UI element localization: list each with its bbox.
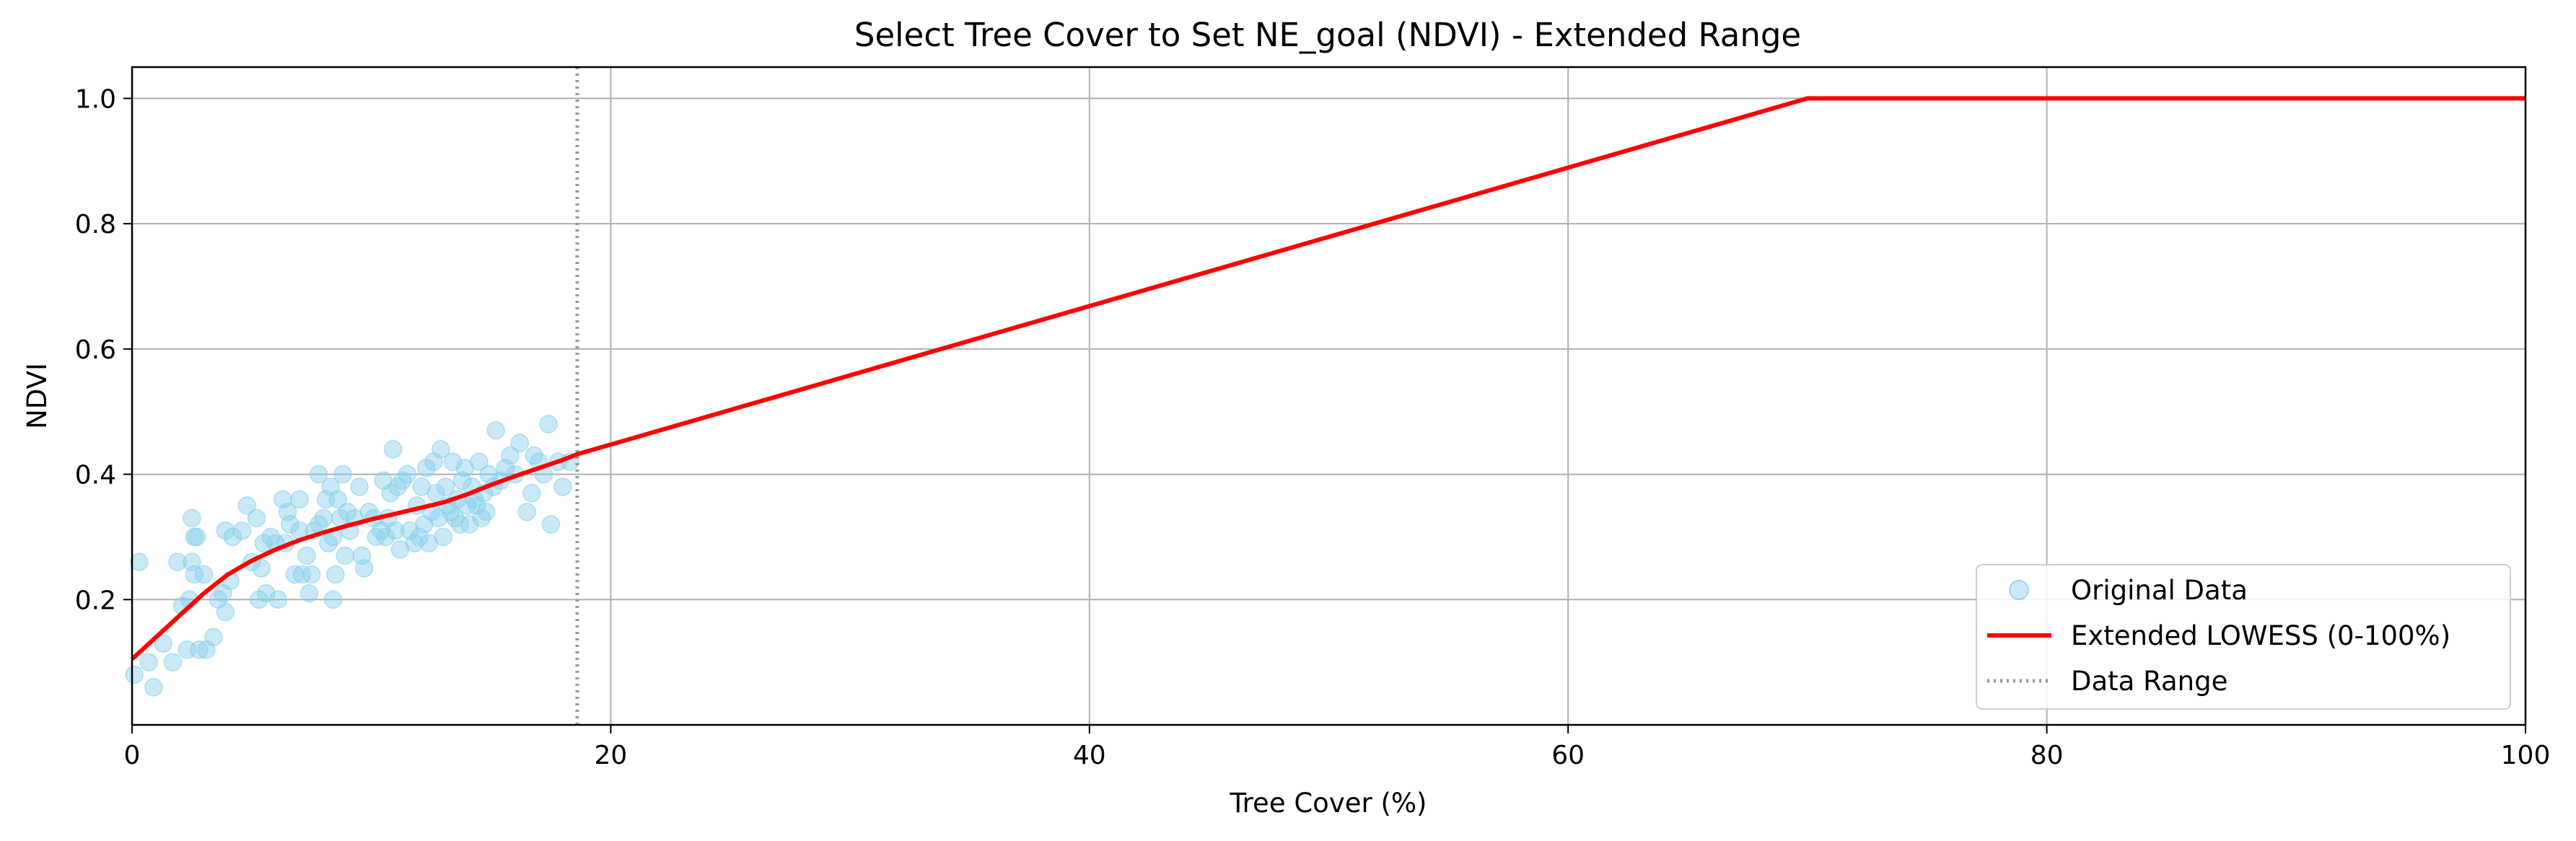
data-point xyxy=(431,440,450,459)
data-point xyxy=(501,446,520,465)
data-point xyxy=(443,452,463,471)
lowess-line xyxy=(130,96,2525,661)
x-tick-label: 100 xyxy=(2501,741,2551,770)
data-point xyxy=(268,590,288,609)
data-point xyxy=(367,527,386,547)
x-tick-label: 40 xyxy=(1073,741,1106,770)
y-tick-label: 1.0 xyxy=(75,84,116,114)
data-point xyxy=(216,602,235,622)
data-point xyxy=(314,508,333,528)
data-point xyxy=(309,464,328,484)
data-point xyxy=(216,521,235,540)
legend: Original Data Extended LOWESS (0-100%) D… xyxy=(1976,564,2511,710)
data-point xyxy=(223,527,242,547)
data-point xyxy=(553,477,572,496)
chart-title: Select Tree Cover to Set NE_goal (NDVI) … xyxy=(854,16,1801,54)
data-point xyxy=(417,459,436,477)
data-point xyxy=(247,508,266,528)
data-point xyxy=(525,446,544,465)
data-point xyxy=(388,477,407,496)
data-point xyxy=(470,452,489,471)
legend-label-original-data: Original Data xyxy=(2071,575,2248,606)
data-point xyxy=(333,464,352,484)
x-tick-label: 20 xyxy=(594,741,627,770)
legend-label-lowess: Extended LOWESS (0-100%) xyxy=(2071,620,2450,651)
data-point xyxy=(426,483,446,503)
data-point xyxy=(434,527,452,547)
data-point xyxy=(354,559,374,578)
data-point xyxy=(386,521,405,540)
data-point xyxy=(522,483,541,503)
data-point xyxy=(168,552,187,571)
data-point xyxy=(393,471,412,490)
data-point xyxy=(237,496,256,515)
data-point xyxy=(328,490,348,509)
data-point xyxy=(144,678,163,697)
data-point xyxy=(429,508,448,528)
data-point xyxy=(319,534,338,552)
y-tick-label: 0.2 xyxy=(75,586,116,615)
y-axis-label: NDVI xyxy=(22,363,53,429)
data-point xyxy=(460,515,479,534)
data-point xyxy=(338,502,357,521)
y-tick-label: 0.4 xyxy=(75,461,116,490)
x-tick-label: 0 xyxy=(124,741,141,770)
y-axis-ticks: 0.2 0.4 0.6 0.8 1.0 xyxy=(75,84,132,615)
data-point xyxy=(130,552,149,571)
data-point xyxy=(194,565,214,584)
data-point xyxy=(486,421,505,440)
data-point xyxy=(252,559,271,578)
data-point xyxy=(381,483,400,503)
data-point xyxy=(517,502,537,521)
x-axis-ticks: 0 20 40 60 80 100 xyxy=(124,725,2551,770)
data-point xyxy=(539,415,558,433)
data-point xyxy=(376,527,395,547)
data-point xyxy=(450,515,470,534)
data-point xyxy=(154,634,172,653)
legend-box xyxy=(1976,564,2511,710)
data-point xyxy=(472,508,491,528)
data-point xyxy=(405,534,424,552)
y-tick-label: 0.8 xyxy=(75,210,116,239)
data-point xyxy=(204,628,223,647)
axes-frame xyxy=(131,66,2527,726)
data-point xyxy=(285,565,305,584)
data-point xyxy=(323,590,343,609)
data-point xyxy=(281,515,299,534)
data-point xyxy=(139,653,158,672)
data-point xyxy=(350,477,369,496)
data-point xyxy=(326,565,345,584)
plot-area xyxy=(125,67,2525,725)
data-point xyxy=(190,640,209,659)
x-tick-label: 80 xyxy=(2030,741,2064,770)
data-point xyxy=(183,508,201,528)
data-point xyxy=(187,527,206,547)
data-point xyxy=(436,477,455,496)
data-point xyxy=(297,546,316,565)
data-point xyxy=(541,515,561,534)
x-axis-label: Tree Cover (%) xyxy=(1230,788,1427,819)
data-point xyxy=(257,584,276,603)
data-point xyxy=(398,464,417,484)
legend-marker-original-data xyxy=(2009,580,2029,600)
data-point xyxy=(232,521,252,540)
data-point xyxy=(299,584,319,603)
data-point xyxy=(477,502,496,521)
data-point xyxy=(163,653,183,672)
data-point xyxy=(510,433,530,452)
data-point xyxy=(292,565,312,584)
data-point xyxy=(457,496,477,515)
data-point xyxy=(336,546,354,565)
y-tick-label: 0.6 xyxy=(75,335,116,365)
data-point xyxy=(290,490,309,509)
data-point xyxy=(185,565,203,584)
data-point xyxy=(383,440,403,459)
legend-label-data-range: Data Range xyxy=(2071,666,2227,697)
data-point xyxy=(125,665,144,684)
data-point xyxy=(250,590,268,609)
data-point xyxy=(302,565,321,584)
x-tick-label: 60 xyxy=(1551,741,1585,770)
